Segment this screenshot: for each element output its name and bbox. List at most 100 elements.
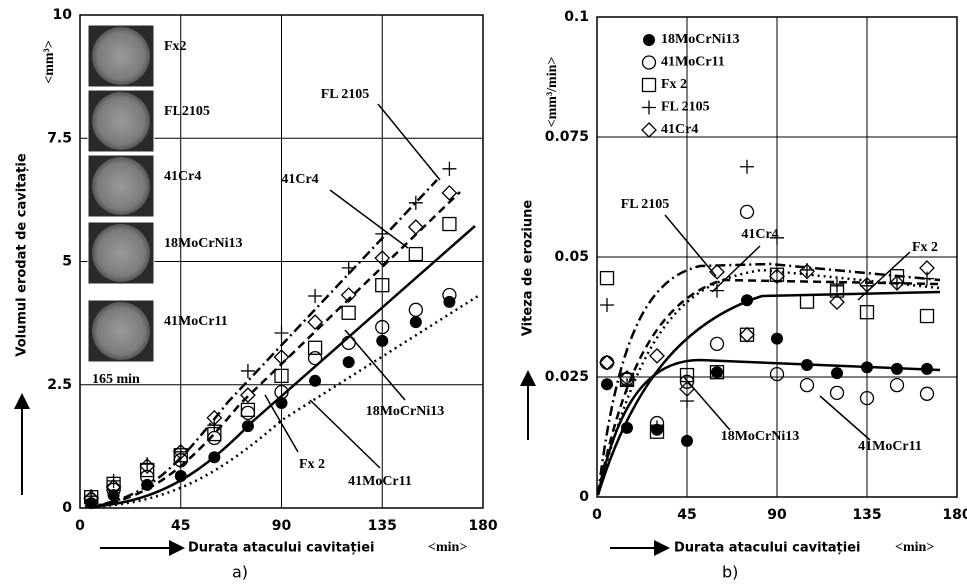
point [139, 458, 156, 475]
y-tick-label: 0 [579, 489, 589, 505]
point [919, 260, 935, 276]
legend-label: 41MoCr11 [661, 55, 725, 70]
point [710, 283, 724, 298]
point [621, 421, 633, 434]
point [829, 294, 845, 311]
plot-frame [596, 16, 958, 498]
point [374, 250, 391, 266]
point [172, 443, 189, 460]
point [309, 374, 322, 387]
panel-label: a) [232, 563, 248, 582]
point [442, 161, 457, 176]
point [860, 278, 874, 293]
legend-marker [643, 34, 655, 46]
y-tick-label: 5 [62, 254, 72, 270]
y-axis-unit: <mm³> [42, 40, 57, 83]
legend-marker [641, 122, 657, 138]
image-label: Fx2 [164, 39, 187, 54]
point [442, 287, 457, 303]
annotation: 18MoCrNi13 [721, 429, 800, 444]
y-tick-label: 0.025 [545, 369, 589, 385]
point [240, 402, 256, 418]
y-axis-label: Volumul erodat de cavitație [15, 153, 30, 356]
x-tick-label: 45 [171, 518, 190, 534]
trend-curve [84, 179, 438, 509]
point [174, 469, 187, 482]
point [801, 359, 813, 371]
x-tick-label: 135 [852, 507, 881, 523]
point [709, 263, 725, 280]
point [859, 305, 875, 320]
point [239, 387, 256, 404]
annotation: 41Cr4 [281, 172, 318, 187]
point [106, 473, 121, 488]
point [619, 370, 635, 386]
sample-disc [92, 302, 150, 360]
point [141, 478, 154, 491]
point [274, 368, 289, 384]
trend-curve [596, 358, 941, 496]
trend-curves [84, 179, 941, 509]
point [307, 340, 323, 355]
point [408, 246, 423, 262]
point [376, 334, 389, 347]
trend-curve [596, 278, 941, 496]
image-label: 41Cr4 [164, 169, 201, 184]
point [649, 347, 665, 364]
panel-label: b) [722, 563, 738, 582]
point [240, 363, 255, 378]
point [341, 260, 356, 275]
point [921, 362, 933, 375]
point [340, 287, 357, 303]
point [307, 314, 324, 331]
point [599, 270, 615, 286]
point [275, 396, 288, 409]
x-tick-label: 90 [767, 507, 787, 523]
point [307, 350, 323, 366]
x-tick-label: 135 [368, 518, 397, 534]
point [711, 366, 723, 379]
x-tick-label: 0 [75, 518, 85, 534]
sample-disc [92, 157, 150, 215]
annotation-line [711, 245, 761, 293]
point [409, 316, 422, 329]
image-label: FL2105 [164, 104, 210, 119]
sample-disc [92, 27, 150, 85]
point [859, 390, 875, 406]
point [771, 332, 783, 345]
image-label: 41MoCr11 [164, 314, 228, 329]
annotation-line [309, 399, 381, 469]
image-label: 18MoCrNi13 [164, 236, 243, 251]
y-tick-label: 7.5 [47, 130, 72, 146]
sample-disc [92, 224, 150, 282]
annotation-line [819, 395, 871, 441]
plot-frame [79, 14, 484, 509]
point [770, 230, 784, 245]
point [375, 226, 390, 241]
point [408, 195, 423, 210]
point [831, 367, 843, 380]
point [769, 267, 785, 282]
point [173, 444, 188, 459]
legend-label: FL 2105 [661, 100, 710, 115]
annotation: FL 2105 [621, 197, 670, 212]
trend-curve [596, 262, 941, 496]
point [599, 354, 615, 371]
point [769, 268, 785, 285]
y-tick-label: 0.075 [545, 129, 589, 145]
legend-marker [641, 55, 657, 70]
point [919, 386, 935, 401]
annotation: Fx 2 [912, 240, 938, 255]
point [600, 298, 614, 312]
point [889, 275, 905, 291]
point [889, 378, 905, 393]
point [740, 159, 754, 174]
point [799, 378, 815, 393]
legend-label: Fx 2 [661, 77, 687, 92]
point [341, 335, 356, 350]
point [919, 308, 935, 324]
x-tick-label: 180 [468, 518, 497, 534]
x-axis-label: Durata atacului cavitației [674, 541, 861, 556]
annotation: FL 2105 [321, 87, 370, 102]
point [891, 362, 903, 375]
